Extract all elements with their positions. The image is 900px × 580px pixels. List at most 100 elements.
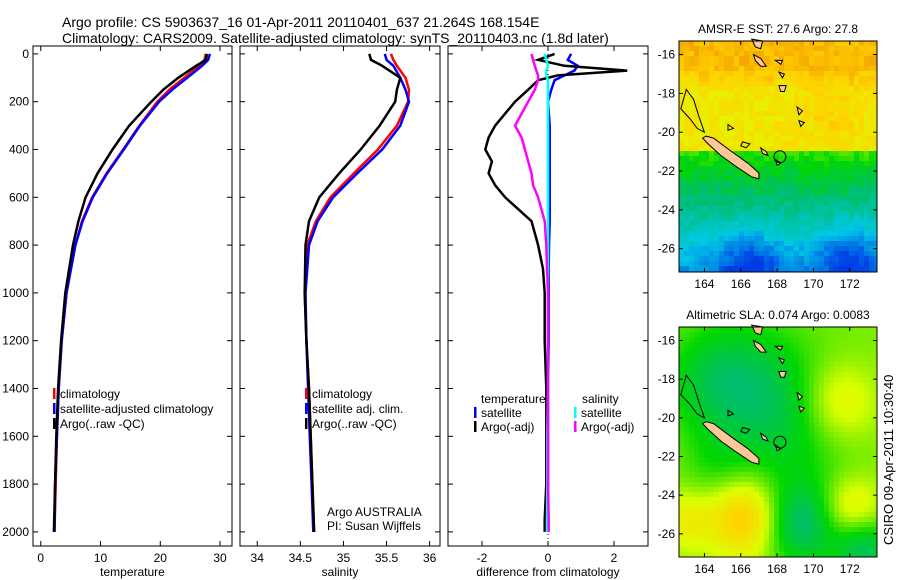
heatmap-cell bbox=[774, 191, 779, 196]
heatmap-cell bbox=[804, 467, 809, 472]
heatmap-cell bbox=[829, 211, 834, 216]
heatmap-cell bbox=[734, 437, 739, 442]
heatmap-cell bbox=[689, 537, 694, 542]
heatmap-cell bbox=[714, 206, 719, 211]
heatmap-cell bbox=[789, 111, 794, 116]
heatmap-cell bbox=[764, 96, 769, 101]
heatmap-cell bbox=[789, 161, 794, 166]
heatmap-cell bbox=[729, 86, 734, 91]
x-axis-label: salinity bbox=[322, 565, 359, 579]
heatmap-cell bbox=[849, 216, 854, 221]
heatmap-cell bbox=[739, 497, 744, 502]
heatmap-cell bbox=[684, 131, 689, 136]
heatmap-cell bbox=[709, 206, 714, 211]
heatmap-cell bbox=[759, 412, 764, 417]
heatmap-cell bbox=[704, 226, 709, 231]
heatmap-cell bbox=[729, 457, 734, 462]
heatmap-cell bbox=[874, 96, 877, 101]
heatmap-cell bbox=[679, 337, 684, 342]
heatmap-cell bbox=[764, 367, 769, 372]
heatmap-cell bbox=[704, 407, 709, 412]
heatmap-cell bbox=[794, 352, 799, 357]
heatmap-cell bbox=[739, 46, 744, 51]
heatmap-cell bbox=[839, 181, 844, 186]
heatmap-cell bbox=[734, 502, 739, 507]
heatmap-cell bbox=[744, 216, 749, 221]
heatmap-cell bbox=[739, 81, 744, 86]
heatmap-cell bbox=[784, 547, 789, 552]
heatmap-cell bbox=[784, 46, 789, 51]
heatmap-cell bbox=[809, 487, 814, 492]
heatmap-cell bbox=[734, 66, 739, 71]
heatmap-cell bbox=[699, 397, 704, 402]
heatmap-cell bbox=[699, 547, 704, 552]
heatmap-cell bbox=[709, 477, 714, 482]
heatmap-cell bbox=[869, 537, 874, 542]
heatmap-cell bbox=[839, 327, 844, 332]
heatmap-cell bbox=[804, 492, 809, 497]
heatmap-cell bbox=[829, 337, 834, 342]
heatmap-cell bbox=[829, 236, 834, 241]
heatmap-cell bbox=[814, 241, 819, 246]
heatmap-cell bbox=[834, 256, 839, 261]
heatmap-cell bbox=[864, 532, 869, 537]
heatmap-cell bbox=[684, 211, 689, 216]
heatmap-cell bbox=[724, 487, 729, 492]
heatmap-cell bbox=[799, 71, 804, 76]
heatmap-cell bbox=[719, 382, 724, 387]
heatmap-cell bbox=[709, 196, 714, 201]
heatmap-cell bbox=[784, 407, 789, 412]
heatmap-cell bbox=[779, 41, 784, 46]
heatmap-cell bbox=[709, 537, 714, 542]
heatmap-cell bbox=[759, 387, 764, 392]
heatmap-cell bbox=[679, 417, 684, 422]
heatmap-cell bbox=[724, 492, 729, 497]
heatmap-cell bbox=[794, 151, 799, 156]
heatmap-cell bbox=[794, 512, 799, 517]
heatmap-cell bbox=[814, 507, 819, 512]
heatmap-cell bbox=[829, 352, 834, 357]
heatmap-cell bbox=[744, 532, 749, 537]
heatmap-cell bbox=[854, 171, 859, 176]
heatmap-cell bbox=[794, 332, 799, 337]
heatmap-cell bbox=[744, 337, 749, 342]
heatmap-cell bbox=[684, 266, 689, 271]
heatmap-cell bbox=[869, 462, 874, 467]
heatmap-cell bbox=[814, 402, 819, 407]
heatmap-cell bbox=[714, 41, 719, 46]
heatmap-cell bbox=[799, 61, 804, 66]
heatmap-cell bbox=[799, 367, 804, 372]
heatmap-cell bbox=[864, 527, 869, 532]
heatmap-cell bbox=[834, 186, 839, 191]
heatmap-cell bbox=[694, 41, 699, 46]
heatmap-cell bbox=[749, 266, 754, 271]
heatmap-cell bbox=[709, 507, 714, 512]
heatmap-cell bbox=[844, 467, 849, 472]
heatmap-cell bbox=[774, 61, 779, 66]
heatmap-cell bbox=[874, 482, 877, 487]
heatmap-cell bbox=[794, 51, 799, 56]
heatmap-cell bbox=[779, 547, 784, 552]
heatmap-cell bbox=[799, 241, 804, 246]
heatmap-cell bbox=[749, 502, 754, 507]
heatmap-cell bbox=[739, 236, 744, 241]
heatmap-cell bbox=[734, 532, 739, 537]
heatmap-cell bbox=[804, 231, 809, 236]
island-landmass bbox=[796, 391, 804, 402]
heatmap-cell bbox=[804, 136, 809, 141]
heatmap-cell bbox=[794, 256, 799, 261]
heatmap-cell bbox=[864, 211, 869, 216]
heatmap-cell bbox=[704, 236, 709, 241]
heatmap-cell bbox=[739, 41, 744, 46]
heatmap-cell bbox=[719, 507, 724, 512]
heatmap-cell bbox=[779, 412, 784, 417]
heatmap-cell bbox=[834, 477, 839, 482]
heatmap-cell bbox=[684, 397, 689, 402]
heatmap-cell bbox=[729, 432, 734, 437]
heatmap-cell bbox=[759, 507, 764, 512]
heatmap-cell bbox=[744, 417, 749, 422]
heatmap-cell bbox=[694, 251, 699, 256]
heatmap-cell bbox=[854, 241, 859, 246]
heatmap-cell bbox=[704, 412, 709, 417]
heatmap-cell bbox=[764, 472, 769, 477]
